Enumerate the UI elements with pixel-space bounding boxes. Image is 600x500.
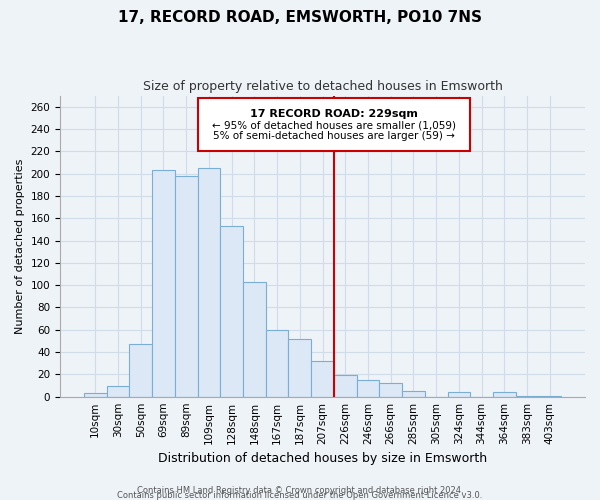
Bar xyxy=(311,361,334,396)
Bar xyxy=(289,338,311,396)
Text: Contains public sector information licensed under the Open Government Licence v3: Contains public sector information licen… xyxy=(118,491,482,500)
Text: ← 95% of detached houses are smaller (1,059): ← 95% of detached houses are smaller (1,… xyxy=(212,120,456,130)
Bar xyxy=(379,384,402,396)
Bar xyxy=(220,226,243,396)
Bar xyxy=(266,330,289,396)
Text: Contains HM Land Registry data © Crown copyright and database right 2024.: Contains HM Land Registry data © Crown c… xyxy=(137,486,463,495)
Text: 17, RECORD ROAD, EMSWORTH, PO10 7NS: 17, RECORD ROAD, EMSWORTH, PO10 7NS xyxy=(118,10,482,25)
Bar xyxy=(493,392,515,396)
Bar xyxy=(130,344,152,397)
Title: Size of property relative to detached houses in Emsworth: Size of property relative to detached ho… xyxy=(143,80,502,93)
Bar xyxy=(197,168,220,396)
Bar xyxy=(152,170,175,396)
Bar xyxy=(175,176,197,396)
Bar xyxy=(334,376,356,396)
Bar xyxy=(448,392,470,396)
Bar xyxy=(107,386,130,396)
Bar xyxy=(84,394,107,396)
Bar xyxy=(356,380,379,396)
Text: 5% of semi-detached houses are larger (59) →: 5% of semi-detached houses are larger (5… xyxy=(213,131,455,141)
Text: 17 RECORD ROAD: 229sqm: 17 RECORD ROAD: 229sqm xyxy=(250,109,418,119)
Bar xyxy=(243,282,266,397)
Y-axis label: Number of detached properties: Number of detached properties xyxy=(15,158,25,334)
Bar xyxy=(402,391,425,396)
FancyBboxPatch shape xyxy=(197,98,470,152)
X-axis label: Distribution of detached houses by size in Emsworth: Distribution of detached houses by size … xyxy=(158,452,487,465)
